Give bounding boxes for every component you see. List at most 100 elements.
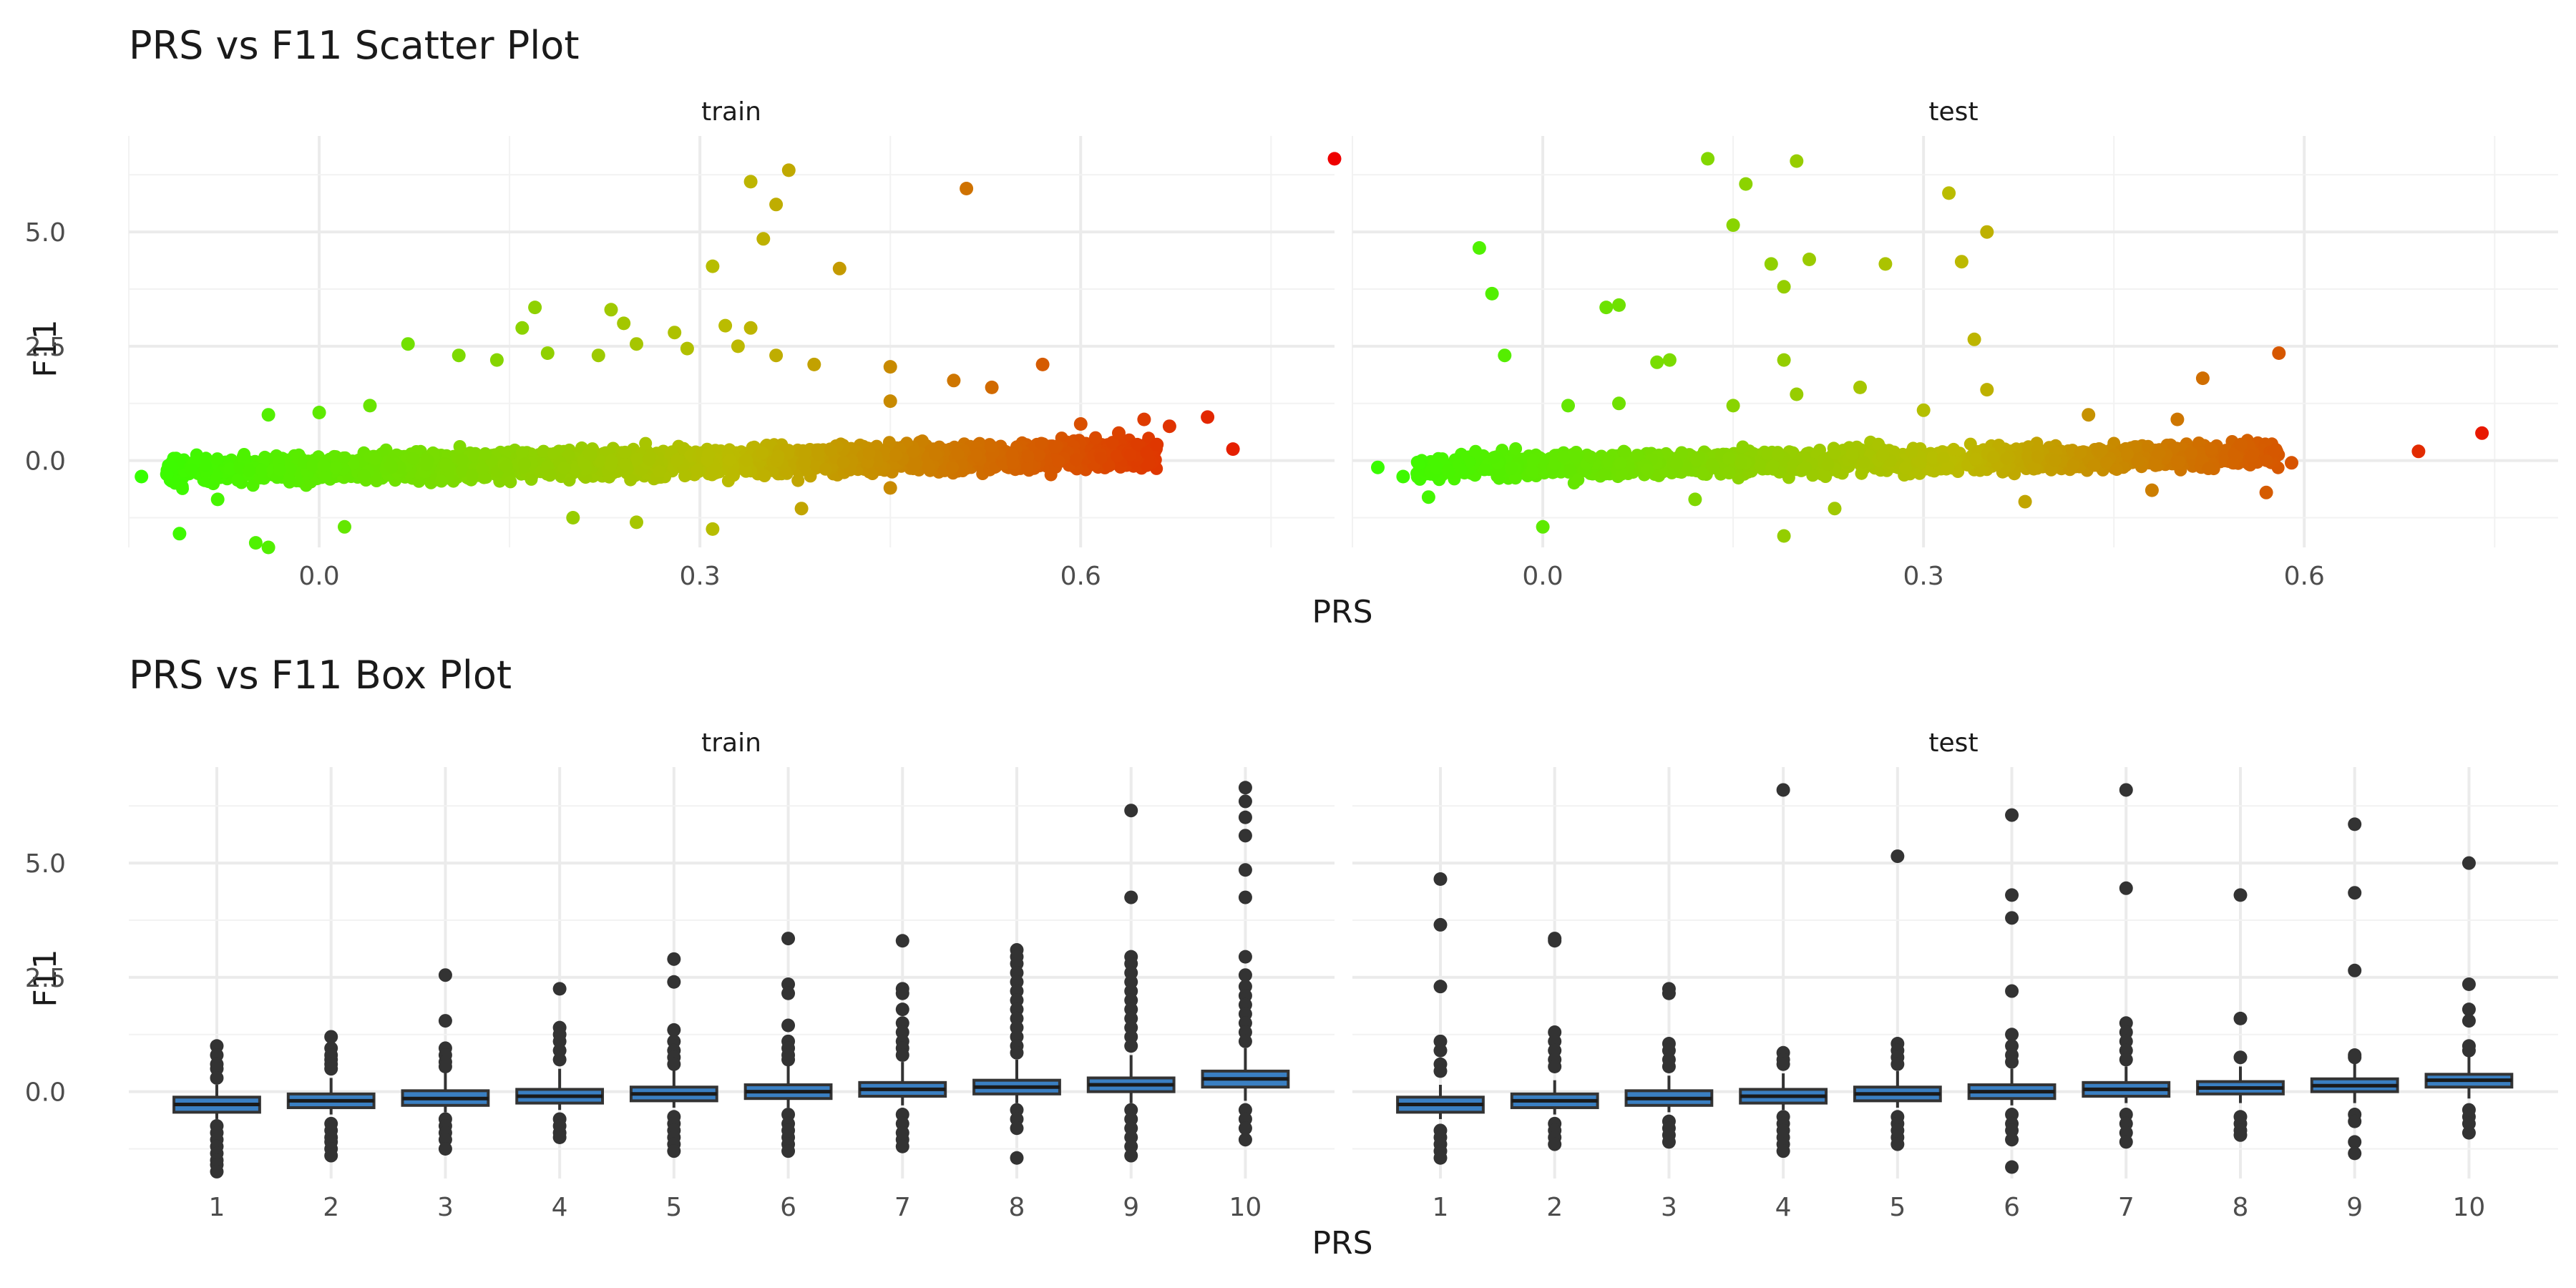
scatter-point: [1790, 154, 1804, 168]
scatter-point: [769, 197, 784, 212]
box-x-tick-label: 10: [1229, 1193, 1262, 1222]
scatter-point: [135, 469, 149, 484]
scatter-point: [1899, 461, 1913, 474]
scatter-point: [1536, 519, 1550, 534]
scatter-point: [223, 462, 237, 476]
box-outlier: [1238, 1034, 1252, 1048]
scatter-point: [2267, 444, 2280, 458]
scatter-point: [1485, 286, 1499, 301]
box-outlier: [438, 1059, 452, 1073]
box-outlier: [781, 1018, 796, 1033]
scatter-point: [1726, 399, 1740, 413]
box-x-tick-label: 9: [1123, 1193, 1139, 1222]
scatter-point: [1777, 529, 1791, 543]
box-outlier: [1433, 872, 1448, 887]
scatter-point: [476, 462, 489, 475]
scatter-point: [1777, 353, 1791, 367]
scatter-point: [1430, 461, 1443, 474]
box-outlier: [552, 1053, 567, 1067]
scatter-point: [160, 467, 174, 482]
box-outlier: [895, 1002, 909, 1017]
box-outlier: [2233, 888, 2248, 902]
scatter-point: [210, 452, 224, 466]
box-outlier: [2233, 1050, 2248, 1065]
scatter-point: [2027, 460, 2041, 474]
scatter-point: [1662, 353, 1677, 367]
scatter-point: [1722, 467, 1736, 479]
scatter-point: [1690, 453, 1703, 467]
scatter-point: [1469, 444, 1483, 458]
scatter-point: [419, 458, 433, 472]
scatter-point: [1599, 301, 1614, 315]
scatter-point: [452, 348, 466, 363]
scatter-point: [2205, 441, 2218, 455]
scatter-point: [1526, 464, 1539, 477]
box-outlier: [1776, 783, 1790, 797]
scatter-point: [1967, 332, 1981, 346]
box-outlier: [2005, 984, 2019, 998]
scatter-point: [1112, 426, 1126, 440]
box-outlier: [2233, 1128, 2248, 1142]
scatter-point: [1670, 457, 1683, 470]
scatter-point: [172, 527, 187, 541]
scatter-point: [2021, 450, 2035, 464]
scatter-point: [1980, 225, 1994, 239]
box-x-tick-label: 2: [1546, 1193, 1563, 1222]
scatter-title: PRS vs F11 Scatter Plot: [129, 23, 580, 68]
box-outlier: [1124, 804, 1138, 818]
scatter-point: [1612, 396, 1626, 411]
scatter-point: [1764, 257, 1778, 271]
box-outlier: [2005, 808, 2019, 822]
box-outlier: [2348, 963, 2362, 977]
scatter-point: [1853, 380, 1867, 394]
box-outlier: [210, 1164, 224, 1179]
scatter-point: [960, 182, 974, 195]
box-y-tick-label: 0.0: [25, 1078, 66, 1108]
scatter-point: [2131, 455, 2145, 469]
scatter-point: [1631, 449, 1644, 462]
box-outlier: [2119, 881, 2133, 895]
box-x-tick-label: 3: [1661, 1193, 1677, 1222]
scatter-point: [1421, 490, 1435, 504]
scatter-point: [528, 301, 542, 315]
scatter-point: [702, 448, 716, 462]
scatter-point: [2141, 439, 2155, 453]
scatter-point: [985, 380, 999, 394]
scatter-x-tick-label: 0.6: [1060, 562, 1101, 591]
scatter-point: [1123, 448, 1137, 462]
scatter-point: [2049, 454, 2062, 467]
scatter-point: [337, 451, 351, 464]
box-outlier: [1662, 1059, 1676, 1073]
scatter-point: [743, 175, 758, 189]
scatter-point: [1696, 467, 1709, 480]
box-outlier: [1433, 917, 1448, 932]
scatter-point: [1940, 462, 1953, 476]
box-outlier: [781, 932, 796, 946]
scatter-point: [1615, 467, 1629, 481]
scatter-point: [185, 463, 198, 477]
box-outlier: [2348, 1135, 2362, 1149]
box-outlier: [667, 952, 681, 966]
scatter-point: [248, 536, 263, 550]
box-x-tick-label: 3: [437, 1193, 454, 1222]
scatter-point: [630, 452, 644, 466]
scatter-point: [1974, 464, 1987, 477]
scatter-point: [1094, 452, 1108, 465]
box-x-tick-label: 7: [894, 1193, 911, 1222]
box-outlier: [1238, 1121, 1252, 1136]
scatter-point: [317, 459, 331, 472]
scatter-point: [2000, 452, 2014, 465]
scatter-point: [1872, 437, 1885, 451]
scatter-point: [1102, 459, 1116, 472]
scatter-point: [2475, 426, 2489, 440]
scatter-point: [1089, 431, 1102, 444]
box-outlier: [552, 1131, 567, 1144]
box-outlier: [1548, 1059, 1562, 1073]
scatter-point: [758, 469, 771, 482]
scatter-point: [680, 341, 694, 356]
box-panel-train: 0.02.55.01 2 3 4 5 6 7 8 9 10: [25, 767, 1335, 1222]
scatter-point: [1412, 457, 1425, 471]
scatter-point: [2152, 447, 2166, 460]
box-outlier: [2462, 856, 2476, 870]
